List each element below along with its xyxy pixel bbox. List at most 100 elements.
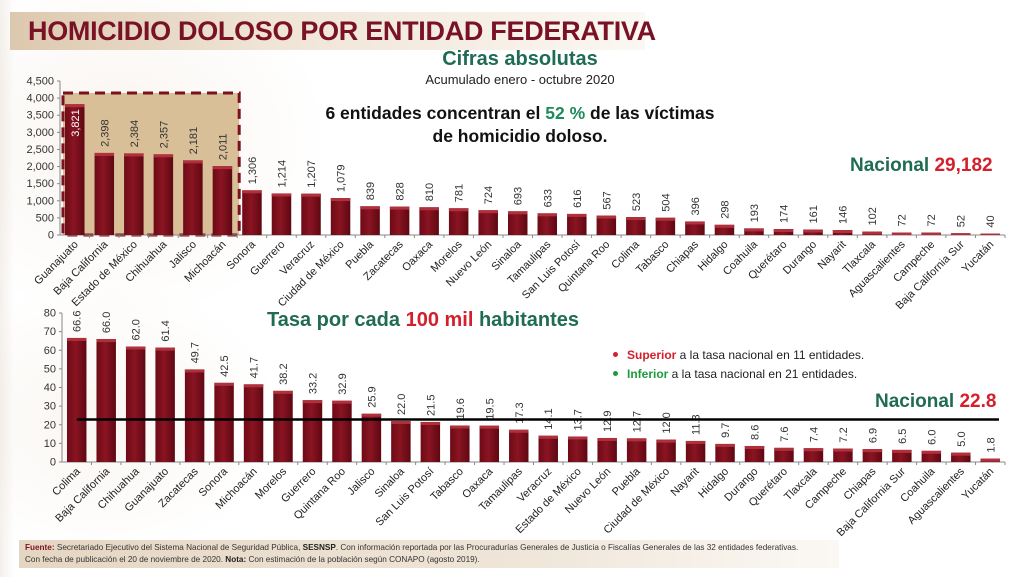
value-label: 32.9: [337, 373, 349, 394]
bar-top-highlight: [361, 413, 382, 417]
value-label: 567: [601, 191, 613, 209]
value-label: 6.5: [897, 429, 909, 444]
bar-top-highlight: [597, 437, 617, 441]
y-tick-label: 1,500: [26, 178, 54, 190]
bar-top-highlight: [153, 154, 174, 158]
bar: [273, 390, 293, 462]
value-label: 33.2: [307, 373, 319, 394]
bar-top-highlight: [271, 193, 292, 197]
y-tick-label: 70: [44, 326, 56, 338]
value-label: 66.0: [101, 312, 113, 333]
value-label: 12.7: [632, 411, 644, 432]
fuente-bold: SESNSP: [302, 543, 336, 552]
value-label: 693: [513, 187, 525, 205]
y-tick-label: 0: [48, 230, 54, 242]
bar: [685, 440, 706, 462]
bar-top-highlight: [744, 445, 765, 449]
bar: [714, 224, 735, 235]
nacional-value: 22.8: [959, 391, 997, 412]
value-label: 193: [749, 204, 761, 222]
footer-line-2: Con fecha de publicación el 20 de noviem…: [25, 554, 833, 566]
bar: [567, 436, 588, 462]
value-label: 396: [690, 197, 702, 215]
bar: [419, 207, 439, 235]
bar-top-highlight: [96, 339, 116, 343]
bar: [744, 228, 764, 235]
bar-top-highlight: [124, 153, 144, 157]
bar: [921, 450, 942, 462]
bar: [242, 190, 262, 235]
bar-top-highlight: [715, 443, 735, 447]
bar: [479, 425, 500, 462]
bar: [507, 211, 528, 235]
bar: [389, 206, 410, 235]
top-nacional-annotation: Nacional 29,182: [850, 155, 993, 177]
bar-top-highlight: [212, 166, 233, 170]
nacional-label: Nacional: [875, 391, 955, 412]
bar: [125, 346, 146, 462]
bar-top-highlight: [951, 452, 971, 456]
bar: [271, 193, 292, 235]
rate-title-2: habitantes: [473, 309, 579, 331]
value-label: 6.9: [867, 428, 879, 443]
bar: [803, 448, 824, 462]
value-label: 1,214: [276, 160, 288, 188]
category-label: Yucatán: [960, 466, 997, 503]
value-label: 616: [572, 190, 584, 208]
bar: [448, 208, 469, 235]
category-label: Tabasco: [634, 239, 671, 276]
bar: [65, 104, 85, 236]
bar: [153, 154, 174, 235]
value-label: 2,011: [217, 133, 229, 160]
value-label: 161: [808, 205, 820, 223]
page-title: HOMICIDIO DOLOSO POR ENTIDAD FEDERATIVA: [28, 16, 656, 46]
y-tick-label: 2,000: [26, 161, 54, 173]
bar: [391, 421, 411, 462]
y-tick-label: 1,000: [26, 195, 54, 207]
bar-top-highlight: [655, 217, 676, 221]
legend-keyword: Superior: [627, 348, 677, 362]
bar-top-highlight: [626, 217, 646, 221]
bar-top-highlight: [273, 390, 293, 394]
nota-label: Nota:: [225, 555, 247, 564]
value-label: 52: [956, 215, 968, 227]
bar: [951, 452, 971, 462]
bar: [597, 437, 617, 462]
bar-top-highlight: [862, 231, 882, 235]
y-tick-label: 4,500: [26, 76, 54, 88]
fuente-rest: . Con información reportada por las Proc…: [335, 543, 799, 552]
bar: [96, 339, 116, 462]
top-chart-title: Cifras absolutas: [442, 48, 598, 70]
bar-top-highlight: [685, 221, 705, 225]
bar-top-highlight: [155, 347, 175, 351]
y-tick-label: 500: [36, 212, 54, 224]
bar-top-highlight: [332, 400, 352, 404]
bar: [155, 347, 175, 462]
value-label: 25.9: [366, 386, 378, 407]
legend-keyword: Inferior: [627, 367, 669, 381]
bar-top-highlight: [301, 193, 321, 197]
bar-top-highlight: [626, 438, 647, 442]
bar-top-highlight: [803, 229, 823, 233]
bar-top-highlight: [65, 104, 85, 108]
bar-top-highlight: [302, 400, 323, 404]
value-label: 42.5: [219, 355, 231, 376]
bar-top-highlight: [214, 382, 234, 386]
bar-top-highlight: [330, 198, 351, 202]
bar-top-highlight: [891, 232, 912, 235]
bar-top-highlight: [419, 207, 439, 211]
bar: [596, 215, 617, 235]
value-label: 40: [985, 215, 997, 227]
y-tick-label: 30: [44, 401, 56, 413]
bar: [420, 421, 441, 462]
bar-top-highlight: [507, 211, 528, 215]
value-label: 724: [483, 186, 495, 204]
value-label: 19.6: [455, 398, 467, 419]
footer-line-1: Fuente: Secretariado Ejecutivo del Siste…: [25, 542, 833, 554]
value-label: 19.5: [484, 398, 496, 419]
bar-top-highlight: [773, 229, 794, 233]
y-tick-label: 0: [50, 457, 56, 469]
y-tick-label: 3,500: [26, 110, 54, 122]
bar: [567, 213, 587, 235]
